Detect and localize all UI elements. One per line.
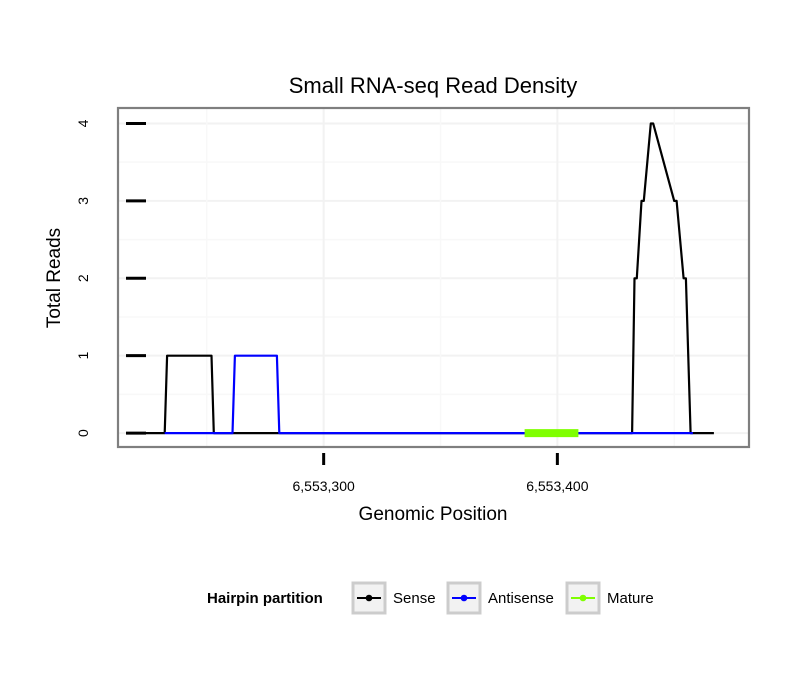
y-tick-label: 1 [75, 352, 91, 360]
legend-label-sense: Sense [393, 590, 436, 607]
legend-item-sense: Sense [351, 581, 436, 615]
y-tick-label: 2 [75, 274, 91, 282]
legend-label-mature: Mature [607, 590, 654, 607]
series-line-sense [146, 122, 714, 435]
x-axis-title: Genomic Position [359, 504, 508, 525]
legend-item-antisense: Antisense [446, 581, 554, 615]
chart-title: Small RNA-seq Read Density [289, 73, 578, 98]
plot-border [116, 106, 751, 449]
legend-title: Hairpin partition [207, 590, 323, 607]
series-layer [146, 122, 714, 438]
axes-layer: 0 1 2 3 4 6,553,300 6,553,400 [75, 119, 589, 494]
x-tick-label: 6,553,300 [293, 478, 355, 494]
series-line-antisense [164, 354, 693, 435]
y-tick-label: 4 [75, 119, 91, 127]
legend: Hairpin partition Sense Antisense Mature [207, 581, 654, 615]
y-axis-title: Total Reads [44, 228, 65, 328]
legend-dot-sense [365, 594, 373, 602]
legend-label-antisense: Antisense [488, 590, 554, 607]
legend-item-mature: Mature [565, 581, 654, 615]
grid [118, 108, 749, 447]
x-tick-label: 6,553,400 [526, 478, 588, 494]
y-tick-label: 3 [75, 197, 91, 205]
y-tick-label: 0 [75, 429, 91, 437]
legend-dot-antisense [460, 594, 468, 602]
legend-dot-mature [579, 594, 587, 602]
